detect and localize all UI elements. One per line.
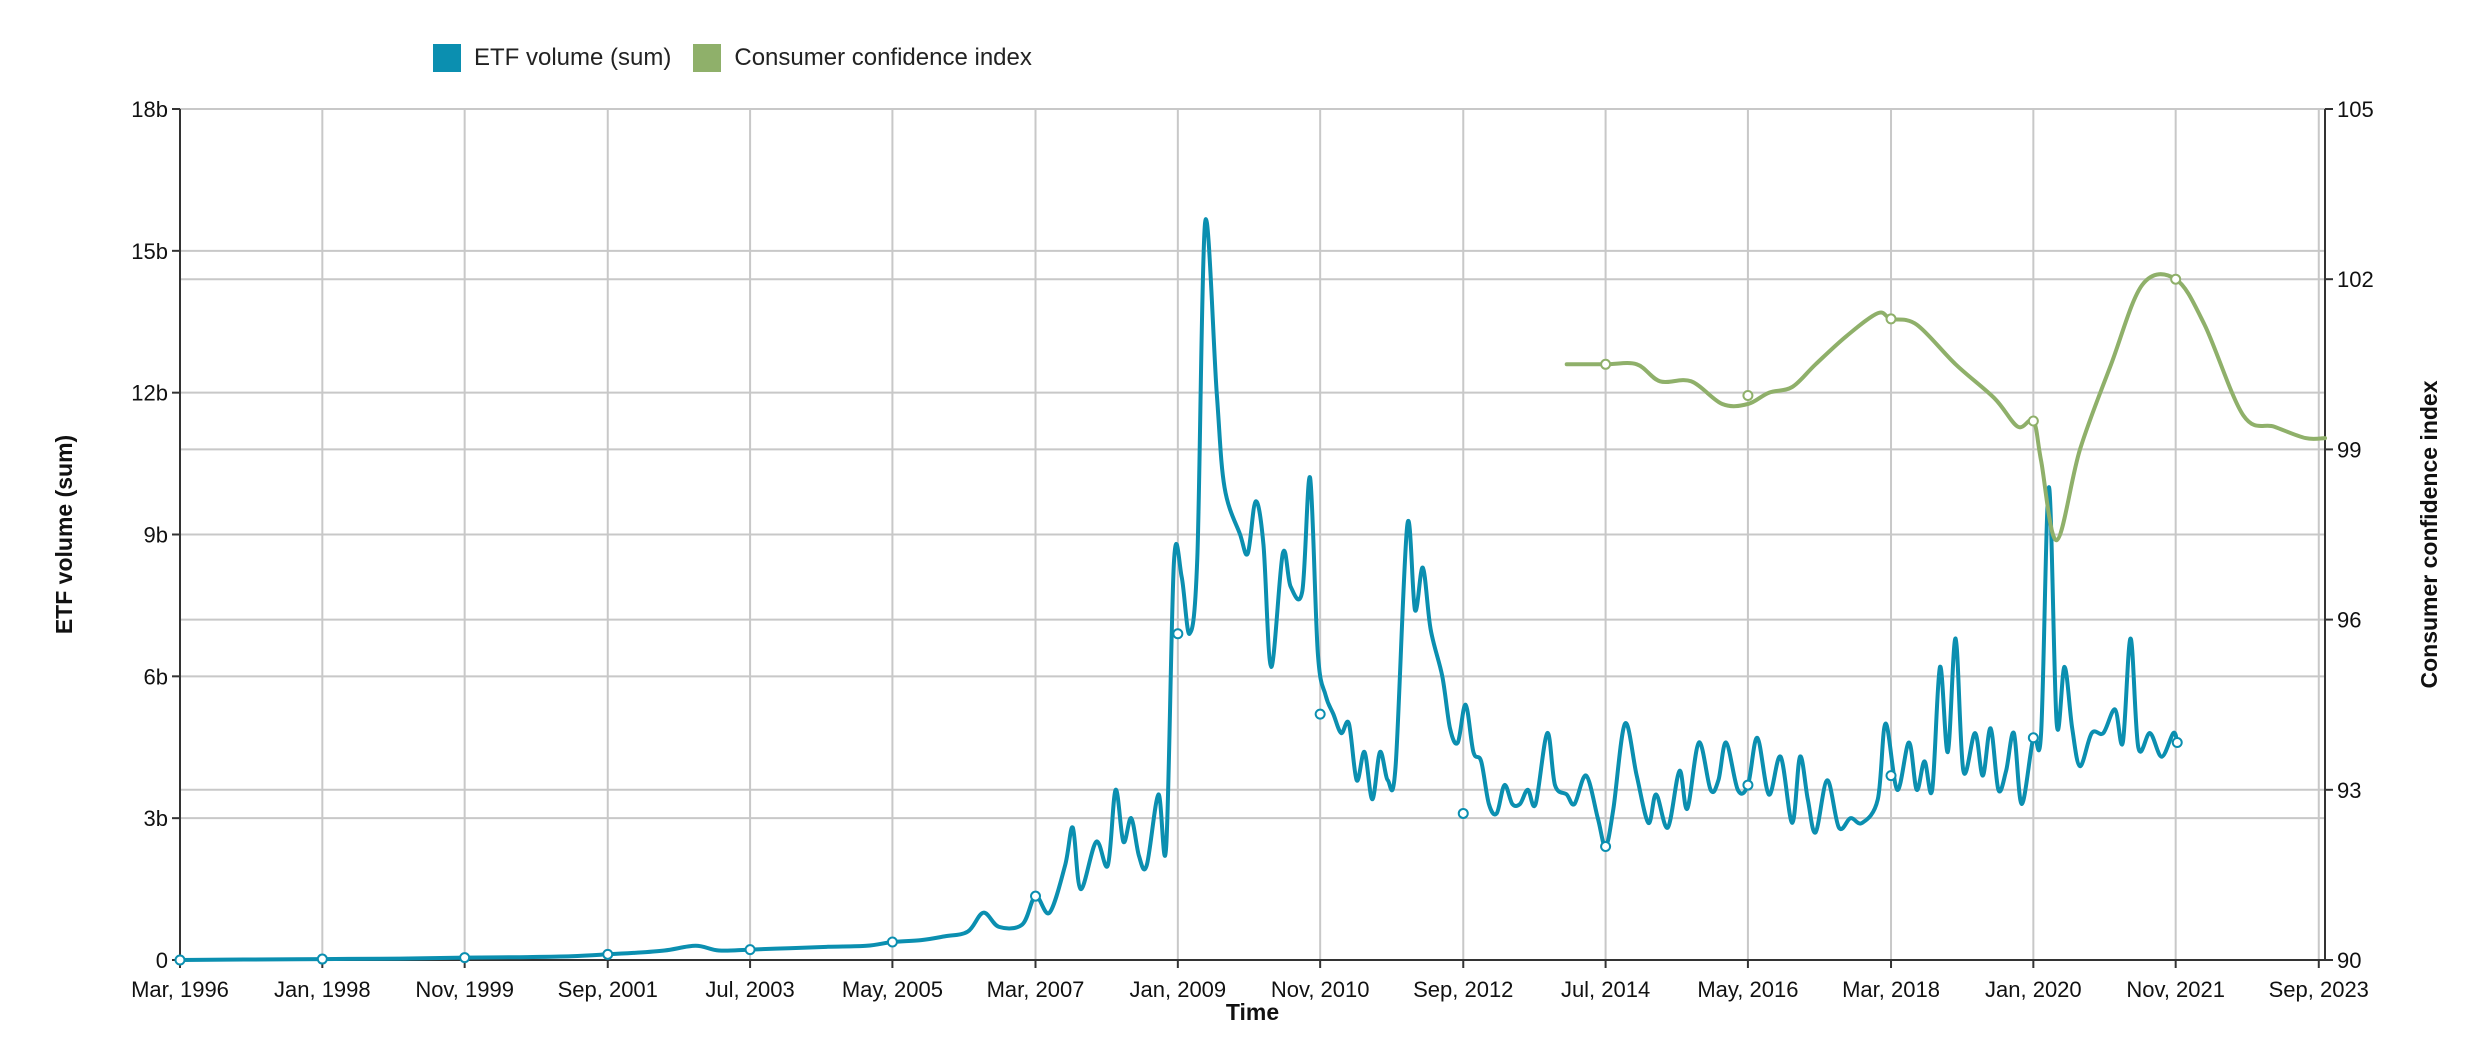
y-left-axis-title: ETF volume (sum) bbox=[51, 435, 77, 634]
y-right-tick-label: 93 bbox=[2337, 778, 2361, 803]
x-tick-label: May, 2016 bbox=[1697, 977, 1798, 1002]
data-point-consumer-confidence bbox=[2170, 273, 2182, 285]
chart-legend: ETF volume (sum) Consumer confidence ind… bbox=[433, 44, 1054, 72]
x-tick-label: Mar, 1996 bbox=[131, 977, 229, 1002]
y-left-tick-label: 9b bbox=[144, 523, 168, 548]
legend-swatch-etf-volume bbox=[433, 44, 461, 72]
y-right-tick-label: 105 bbox=[2337, 97, 2374, 122]
x-tick-label: Mar, 2018 bbox=[1842, 977, 1940, 1002]
x-axis-title: Time bbox=[1226, 999, 1279, 1025]
x-tick-label: Sep, 2023 bbox=[2269, 977, 2369, 1002]
data-point-etf-volume bbox=[1172, 628, 1184, 640]
y-left-tick-label: 0 bbox=[156, 948, 168, 973]
y-right-tick-label: 102 bbox=[2337, 267, 2374, 292]
data-point-etf-volume bbox=[316, 953, 328, 965]
x-tick-label: Nov, 1999 bbox=[415, 977, 514, 1002]
data-point-consumer-confidence bbox=[1742, 390, 1754, 402]
x-tick-label: Jul, 2014 bbox=[1561, 977, 1650, 1002]
legend-label-etf-volume: ETF volume (sum) bbox=[474, 44, 672, 71]
data-point-consumer-confidence bbox=[2027, 415, 2039, 427]
x-tick-label: Nov, 2010 bbox=[1271, 977, 1370, 1002]
y-left-tick-label: 3b bbox=[144, 806, 168, 831]
y-left-tick-label: 15b bbox=[131, 239, 168, 264]
data-point-consumer-confidence bbox=[1600, 358, 1612, 370]
data-point-etf-volume bbox=[1030, 890, 1042, 902]
legend-swatch-consumer-confidence bbox=[693, 44, 722, 72]
x-tick-label: May, 2005 bbox=[842, 977, 943, 1002]
y-left-tick-label: 12b bbox=[131, 381, 168, 406]
y-left-tick-label: 6b bbox=[144, 664, 168, 689]
data-point-etf-volume bbox=[2171, 737, 2183, 749]
series-line-etf-volume bbox=[178, 217, 2180, 962]
data-point-etf-volume bbox=[459, 952, 471, 964]
legend-item-consumer-confidence[interactable]: Consumer confidence index bbox=[693, 44, 1032, 72]
data-point-etf-volume bbox=[1600, 841, 1612, 853]
data-point-etf-volume bbox=[1742, 779, 1754, 791]
legend-label-consumer-confidence: Consumer confidence index bbox=[734, 44, 1032, 71]
data-point-etf-volume bbox=[1457, 807, 1469, 819]
y-right-tick-label: 96 bbox=[2337, 608, 2361, 633]
x-tick-label: Mar, 2007 bbox=[987, 977, 1085, 1002]
data-point-etf-volume bbox=[1885, 770, 1897, 782]
y-left-tick-label: 18b bbox=[131, 97, 168, 122]
data-point-etf-volume bbox=[886, 936, 898, 948]
y-right-axis-title: Consumer confidence index bbox=[2416, 380, 2442, 688]
legend-item-etf-volume[interactable]: ETF volume (sum) bbox=[433, 44, 671, 72]
data-point-consumer-confidence bbox=[1885, 313, 1897, 325]
data-point-etf-volume bbox=[602, 948, 614, 960]
data-point-etf-volume bbox=[174, 954, 186, 966]
x-tick-label: Jan, 1998 bbox=[274, 977, 371, 1002]
x-tick-label: Jan, 2009 bbox=[1130, 977, 1227, 1002]
data-point-etf-volume bbox=[744, 944, 756, 956]
x-tick-label: Jul, 2003 bbox=[705, 977, 794, 1002]
series-line-consumer-confidence bbox=[1564, 272, 2327, 543]
data-point-etf-volume bbox=[1314, 708, 1326, 720]
x-tick-label: Nov, 2021 bbox=[2126, 977, 2225, 1002]
x-tick-label: Sep, 2001 bbox=[558, 977, 658, 1002]
x-tick-label: Sep, 2012 bbox=[1413, 977, 1513, 1002]
y-right-tick-label: 99 bbox=[2337, 437, 2361, 462]
data-point-etf-volume bbox=[2027, 732, 2039, 744]
x-tick-label: Jan, 2020 bbox=[1985, 977, 2082, 1002]
y-right-tick-label: 90 bbox=[2337, 948, 2361, 973]
